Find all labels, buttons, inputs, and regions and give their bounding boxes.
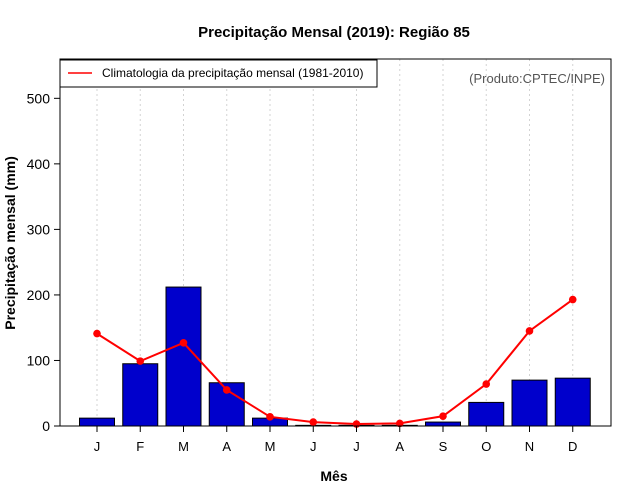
y-tick-label-0: 0 (42, 418, 50, 434)
y-tick-label-400: 400 (27, 156, 51, 172)
x-tick-label-2: F (136, 439, 144, 454)
bar-2 (122, 363, 159, 427)
source-note: (Produto:CPTEC/INPE) (469, 71, 605, 86)
legend-label: Climatologia da precipitação mensal (198… (102, 66, 363, 80)
bar-11 (511, 379, 548, 427)
plot-frame (59, 58, 612, 427)
x-axis-title: Mês (320, 468, 347, 484)
climatology-line-group (93, 295, 577, 428)
climatology-point-1 (93, 329, 101, 338)
x-tick-label-6: J (310, 439, 317, 454)
climatology-point-12 (568, 295, 577, 304)
y-tick-label-200: 200 (27, 287, 51, 303)
bar-12 (554, 377, 591, 427)
legend: Climatologia da precipitação mensal (198… (59, 59, 378, 88)
climatology-point-10 (482, 380, 491, 388)
y-axis-title: Precipitação mensal (mm) (2, 156, 18, 330)
climatology-point-9 (439, 412, 447, 420)
bar-9 (425, 421, 461, 427)
x-tick-label-8: A (395, 439, 404, 454)
x-tick-label-7: J (353, 439, 360, 454)
y-tick-label-300: 300 (27, 221, 51, 237)
chart-title: Precipitação Mensal (2019): Região 85 (198, 24, 470, 41)
legend-box (59, 59, 378, 88)
climatology-point-11 (525, 327, 534, 335)
climatology-point-6 (309, 418, 318, 426)
bars-group (79, 286, 591, 427)
x-tick-label-4: A (222, 439, 231, 454)
climatology-point-2 (136, 357, 145, 365)
bar-10 (468, 401, 505, 427)
x-tick-label-9: S (439, 439, 448, 454)
climatology-line (96, 298, 574, 426)
climatology-point-8 (395, 419, 404, 428)
y-tick-label-500: 500 (27, 90, 51, 106)
x-tick-label-11: N (525, 439, 534, 454)
y-tick-label-100: 100 (27, 352, 51, 368)
x-tick-label-3: M (178, 439, 189, 454)
climatology-point-4 (222, 386, 231, 394)
x-tick-label-10: O (481, 439, 491, 454)
y-axis: 0 100 200 300 400 500 (27, 90, 60, 434)
x-tick-label-5: M (265, 439, 276, 454)
climatology-point-5 (266, 413, 274, 421)
x-tick-label-12: D (568, 439, 577, 454)
bar-1 (79, 417, 115, 427)
climatology-point-3 (179, 338, 188, 347)
x-tick-label-1: J (94, 439, 101, 454)
